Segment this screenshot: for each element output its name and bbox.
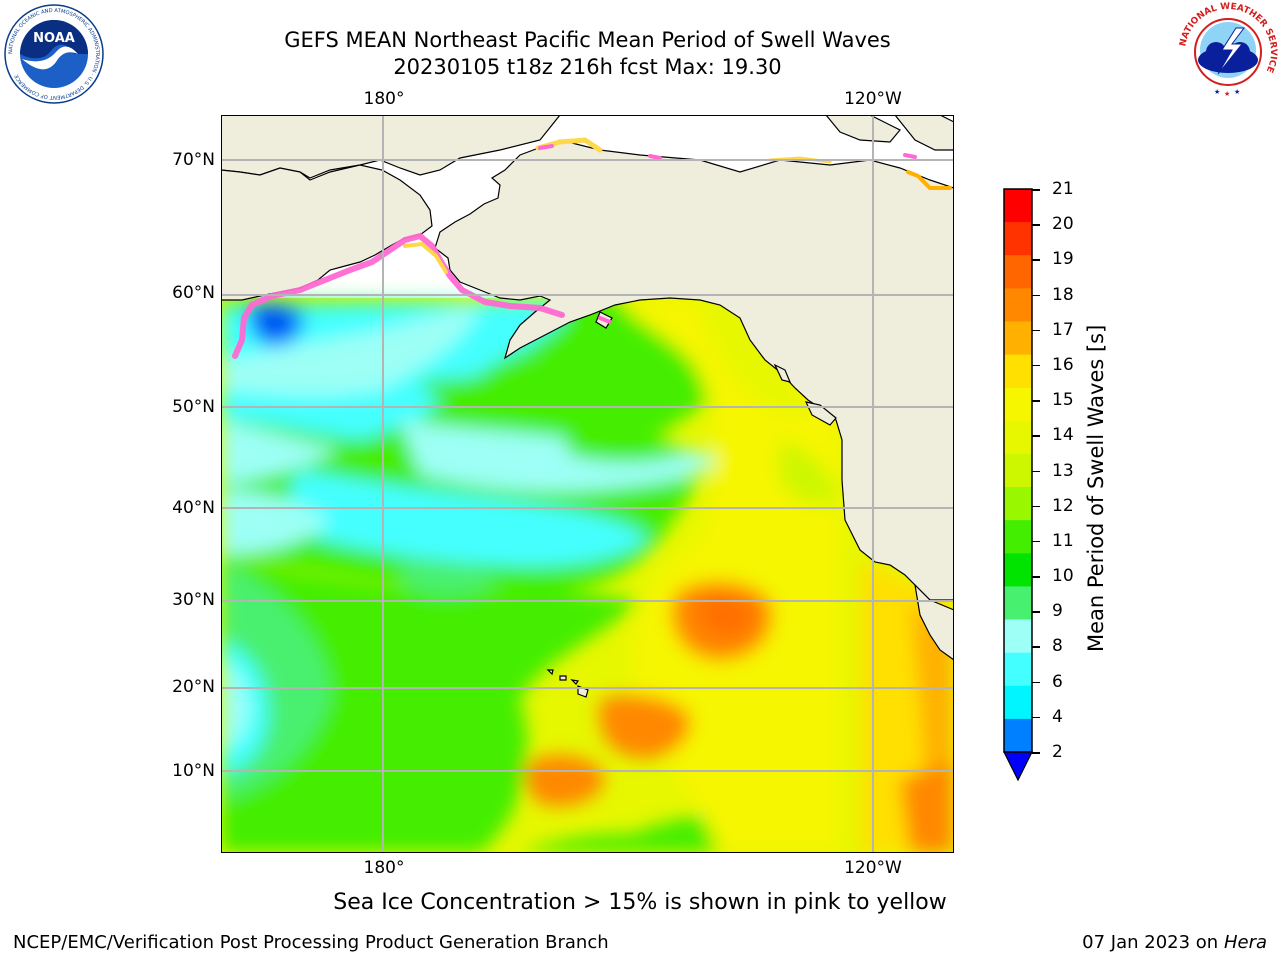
colorbar-tick-mark [1032, 259, 1040, 261]
lon-label-bottom-180: 180° [363, 858, 405, 878]
colorbar-tick-mark [1032, 435, 1040, 437]
noaa-logo-text: NOAA [33, 31, 75, 46]
swell-period-map [221, 115, 954, 853]
colorbar-tick-label: 16 [1052, 354, 1074, 375]
colorbar-tick-label: 21 [1052, 179, 1074, 199]
colorbar-tick-mark [1032, 646, 1040, 648]
colorbar-tick-label: 8 [1052, 636, 1063, 657]
lat-label-70n: 70°N [172, 150, 215, 170]
svg-text:★: ★ [1234, 88, 1240, 96]
colorbar-segment [1004, 288, 1032, 322]
colorbar-tick-mark [1032, 576, 1040, 578]
lon-label-bottom-120w: 120°W [844, 858, 902, 878]
colorbar-segment [1004, 586, 1032, 621]
lat-label-50n: 50°N [172, 397, 215, 417]
colorbar-tick-label: 18 [1052, 284, 1074, 305]
lat-label-40n: 40°N [172, 498, 215, 518]
colorbar-segment [1004, 222, 1032, 256]
lat-label-60n: 60°N [172, 283, 215, 303]
sea-ice-note: Sea Ice Concentration > 15% is shown in … [333, 890, 947, 915]
colorbar-tick-label: 9 [1052, 601, 1063, 622]
colorbar-tick-mark [1032, 716, 1040, 719]
footer-right: 07 Jan 2023 on Hera [1082, 932, 1267, 953]
colorbar-segment [1004, 189, 1032, 223]
colorbar-segment [1004, 718, 1032, 753]
colorbar-tick-mark [1032, 329, 1040, 332]
colorbar-tick-label: 19 [1052, 249, 1074, 270]
chart-subtitle: 20230105 t18z 216h fcst Max: 19.30 [393, 55, 782, 79]
colorbar-tick-mark [1032, 364, 1040, 367]
colorbar-tick-label: 6 [1052, 671, 1063, 692]
footer-date: 07 Jan 2023 on [1082, 932, 1224, 953]
colorbar-segment [1004, 453, 1032, 488]
footer-left: NCEP/EMC/Verification Post Processing Pr… [13, 932, 609, 953]
colorbar-ticks: 21 20 19 18 17 16 15 14 13 12 11 10 9 8 6 4 2 [1002, 179, 1082, 769]
colorbar-tick-label: 17 [1052, 319, 1074, 340]
colorbar-tick-mark [1032, 189, 1040, 191]
colorbar-tick-mark [1032, 681, 1040, 684]
colorbar-tick-label: 13 [1052, 460, 1074, 481]
colorbar-segment [1004, 321, 1032, 356]
colorbar-tick-mark [1032, 470, 1040, 472]
colorbar [1003, 188, 1033, 782]
lon-label-top-120w: 120°W [844, 89, 902, 109]
colorbar-segment [1004, 420, 1032, 455]
footer-machine: Hera [1223, 932, 1267, 953]
colorbar-tick-label: 14 [1052, 425, 1074, 446]
colorbar-tick-mark [1032, 752, 1040, 754]
colorbar-tick-mark [1032, 294, 1040, 297]
colorbar-segment [1004, 354, 1032, 389]
colorbar-segment [1004, 685, 1032, 720]
chart-title: GEFS MEAN Northeast Pacific Mean Period … [284, 28, 891, 52]
colorbar-tick-mark [1032, 400, 1040, 402]
lat-label-10n: 10°N [172, 761, 215, 781]
graticule [221, 115, 954, 853]
colorbar-tick-label: 20 [1052, 214, 1074, 235]
colorbar-tick-label: 12 [1052, 495, 1074, 516]
colorbar-tick-label: 11 [1052, 530, 1074, 551]
colorbar-tick-label: 15 [1052, 390, 1074, 411]
colorbar-tick-label: 2 [1052, 742, 1063, 762]
lat-label-30n: 30°N [172, 590, 215, 610]
noaa-logo: NATIONAL OCEANIC AND ATMOSPHERIC ADMINIS… [4, 4, 104, 104]
colorbar-tick-mark [1032, 540, 1040, 543]
colorbar-tick-mark [1032, 224, 1040, 226]
colorbar-title: Mean Period of Swell Waves [s] [1084, 324, 1108, 652]
colorbar-tick-label: 4 [1052, 706, 1063, 727]
colorbar-segment [1004, 387, 1032, 422]
colorbar-segment [1004, 520, 1032, 554]
colorbar-tick-mark [1032, 505, 1040, 508]
colorbar-segment [1004, 553, 1032, 587]
colorbar-segment [1004, 619, 1032, 654]
colorbar-segment [1004, 652, 1032, 687]
svg-text:★: ★ [1224, 90, 1230, 98]
colorbar-segment [1004, 255, 1032, 289]
lat-label-20n: 20°N [172, 677, 215, 697]
colorbar-segment [1004, 487, 1032, 521]
nws-logo: NATIONAL WEATHER SERVICE ★ ★ ★ [1178, 2, 1278, 101]
svg-text:★: ★ [1214, 88, 1220, 96]
lon-label-top-180: 180° [363, 89, 405, 109]
colorbar-tick-mark [1032, 611, 1040, 613]
sea-ice-edge [232, 137, 952, 359]
colorbar-tick-label: 10 [1052, 566, 1074, 587]
